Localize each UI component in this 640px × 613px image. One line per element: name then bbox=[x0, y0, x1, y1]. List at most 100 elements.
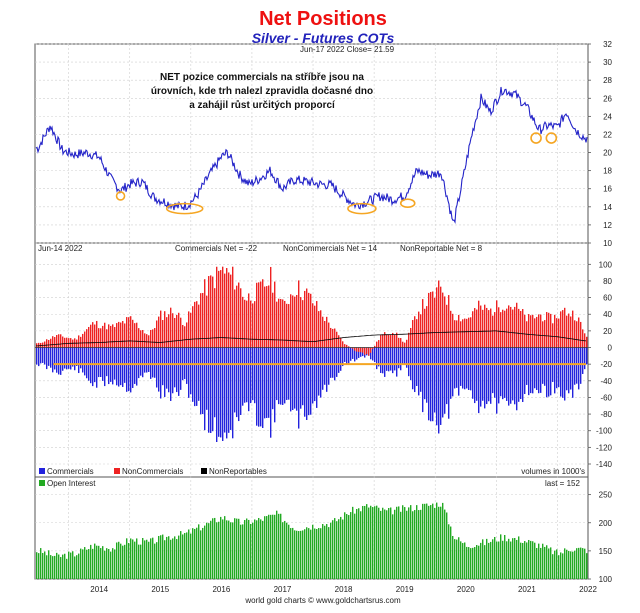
open-interest-bar bbox=[164, 540, 166, 579]
commercials-bar bbox=[274, 347, 276, 423]
open-interest-bar bbox=[394, 509, 396, 579]
open-interest-bar bbox=[88, 549, 90, 579]
commercials-bar bbox=[96, 347, 98, 388]
commercials-bar bbox=[458, 347, 460, 396]
commercials-bar bbox=[36, 347, 38, 365]
open-interest-bar bbox=[506, 541, 508, 579]
open-interest-bar bbox=[176, 539, 178, 579]
open-interest-bar bbox=[458, 537, 460, 579]
noncommercials-bar bbox=[82, 333, 84, 348]
noncommercials-bar bbox=[514, 306, 516, 348]
open-interest-bar bbox=[400, 511, 402, 579]
noncommercials-bar bbox=[538, 314, 540, 348]
commercials-bar bbox=[504, 347, 506, 398]
noncommercials-bar bbox=[236, 285, 238, 348]
commercials-bar bbox=[200, 347, 202, 415]
noncommercials-bar bbox=[436, 287, 438, 348]
commercials-bar bbox=[448, 347, 450, 419]
commercials-bar bbox=[86, 347, 88, 379]
commercials-bar bbox=[138, 347, 140, 379]
open-interest-bar bbox=[554, 550, 556, 579]
open-interest-bar bbox=[38, 553, 40, 579]
commercials-bar bbox=[204, 347, 206, 431]
commercials-bar bbox=[342, 347, 344, 367]
price-tick-label: 28 bbox=[603, 76, 612, 85]
open-interest-bar bbox=[412, 511, 414, 579]
noncommercials-bar bbox=[384, 332, 386, 348]
commercials-bar bbox=[468, 347, 470, 390]
noncommercials-bar bbox=[488, 310, 490, 348]
open-interest-bar bbox=[428, 505, 430, 579]
commercials-bar bbox=[246, 347, 248, 403]
commercials-bar bbox=[64, 347, 66, 369]
open-interest-bar bbox=[516, 539, 518, 579]
commercials-bar bbox=[72, 347, 74, 367]
open-interest-bar bbox=[52, 556, 54, 579]
commercials-bar bbox=[580, 347, 582, 384]
open-interest-bar bbox=[178, 535, 180, 579]
open-interest-bar bbox=[374, 506, 376, 579]
noncommercials-bar bbox=[362, 347, 364, 353]
open-interest-bar bbox=[482, 539, 484, 579]
commercials-bar bbox=[44, 347, 46, 365]
open-interest-bar bbox=[144, 540, 146, 579]
noncommercials-bar bbox=[568, 313, 570, 348]
open-interest-bar bbox=[40, 548, 42, 579]
commercials-bar bbox=[76, 347, 78, 366]
noncommercials-bar bbox=[290, 294, 292, 348]
open-interest-bar bbox=[570, 551, 572, 579]
price-tick-label: 26 bbox=[603, 94, 612, 103]
open-interest-bar bbox=[316, 529, 318, 579]
commercials-bar bbox=[180, 347, 182, 390]
open-interest-bar bbox=[192, 528, 194, 579]
noncommercials-bar bbox=[176, 314, 178, 348]
commercials-bar bbox=[80, 347, 82, 369]
open-interest-bar bbox=[180, 531, 182, 579]
open-interest-bar bbox=[282, 522, 284, 579]
open-interest-bar bbox=[352, 506, 354, 579]
commercials-bar bbox=[216, 347, 218, 442]
noncommercials-bar bbox=[342, 341, 344, 348]
open-interest-bar bbox=[64, 553, 66, 579]
open-interest-bar bbox=[410, 505, 412, 579]
open-interest-bar bbox=[398, 506, 400, 579]
open-interest-bar bbox=[472, 547, 474, 579]
commercials-bar bbox=[524, 347, 526, 395]
open-interest-bar bbox=[442, 502, 444, 579]
commercials-bar bbox=[412, 347, 414, 390]
open-interest-bar bbox=[380, 510, 382, 579]
open-interest-bar bbox=[210, 520, 212, 579]
open-interest-bar bbox=[268, 514, 270, 579]
noncommercials-bar bbox=[530, 315, 532, 348]
open-interest-bar bbox=[332, 520, 334, 579]
open-interest-bar bbox=[558, 555, 560, 579]
commercials-bar bbox=[536, 347, 538, 390]
noncommercials-bar bbox=[566, 315, 568, 348]
noncommercials-bar bbox=[532, 314, 534, 348]
commercials-bar bbox=[516, 347, 518, 411]
open-interest-bar bbox=[156, 542, 158, 579]
open-interest-bar bbox=[160, 535, 162, 579]
noncommercials-bar bbox=[380, 335, 382, 348]
open-interest-bar bbox=[310, 529, 312, 579]
noncommercials-bar bbox=[220, 270, 222, 348]
noncommercials-bar bbox=[482, 309, 484, 348]
commercials-bar bbox=[372, 347, 374, 361]
commercials-bar bbox=[324, 347, 326, 385]
commercials-bar bbox=[84, 347, 86, 376]
commercials-bar bbox=[276, 347, 278, 401]
commercials-bar bbox=[260, 347, 262, 427]
net-tick-label: -100 bbox=[596, 427, 613, 436]
open-interest-bar bbox=[170, 539, 172, 579]
noncommercials-bar bbox=[560, 311, 562, 348]
noncommercials-bar bbox=[396, 332, 398, 348]
open-interest-bar bbox=[320, 528, 322, 579]
commercials-bar bbox=[394, 347, 396, 371]
open-interest-bar bbox=[432, 503, 434, 579]
x-tick-label: 2019 bbox=[396, 585, 414, 594]
noncommercials-bar bbox=[266, 286, 268, 348]
noncommercials-bar bbox=[278, 298, 280, 348]
noncommercials-bar bbox=[304, 290, 306, 348]
noncommercials-bar bbox=[170, 307, 172, 348]
noncommercials-bar bbox=[182, 324, 184, 348]
